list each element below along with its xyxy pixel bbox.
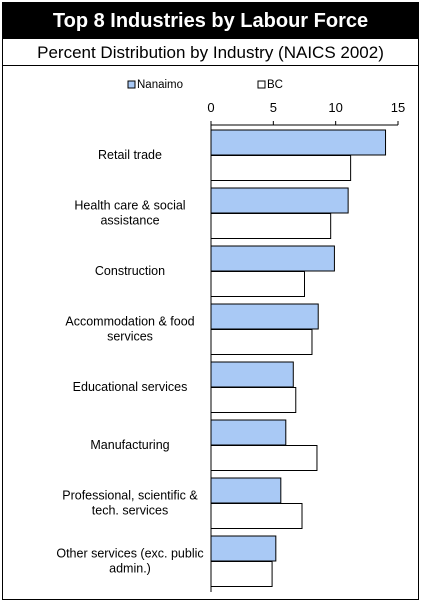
x-tick-label: 10	[328, 100, 342, 115]
legend-swatch-nanaimo	[127, 80, 136, 89]
category-label: Other services (exc. public	[56, 547, 203, 561]
x-tick-label: 0	[207, 100, 214, 115]
legend: Nanaimo BC	[127, 79, 283, 91]
bar-bc	[210, 329, 313, 355]
bar-nanaimo	[210, 303, 319, 330]
bar-nanaimo	[210, 419, 287, 446]
bars	[210, 129, 387, 587]
legend-swatch-bc	[257, 80, 266, 89]
bar-bc	[210, 213, 332, 239]
bar-bc	[210, 271, 305, 297]
x-tick-label: 5	[270, 100, 277, 115]
category-label: Manufacturing	[90, 438, 169, 452]
legend-label-bc: BC	[267, 79, 283, 91]
bar-nanaimo	[210, 129, 387, 156]
legend-label-nanaimo: Nanaimo	[137, 79, 183, 91]
category-label: Professional, scientific &	[62, 489, 198, 503]
category-label: Accommodation & food	[65, 315, 194, 329]
bar-nanaimo	[210, 187, 349, 214]
bar-nanaimo	[210, 361, 294, 388]
category-label: assistance	[100, 214, 159, 228]
chart-subtitle: Percent Distribution by Industry (NAICS …	[3, 40, 418, 66]
category-label: Construction	[95, 264, 165, 278]
bar-nanaimo	[210, 535, 277, 562]
bar-bc	[210, 503, 303, 529]
bar-nanaimo	[210, 245, 335, 272]
category-label: tech. services	[92, 504, 168, 518]
bar-bc	[210, 387, 297, 413]
bar-bc	[210, 561, 273, 587]
bar-bc	[210, 445, 318, 471]
category-label: Health care & social	[74, 199, 185, 213]
category-label: admin.)	[109, 562, 151, 576]
category-labels: Retail trade Health care & socialassistan…	[56, 148, 203, 576]
category-label: Retail trade	[98, 148, 162, 162]
bar-bc	[210, 155, 352, 181]
bar-nanaimo	[210, 477, 282, 504]
chart-title: Top 8 Industries by Labour Force	[3, 3, 418, 39]
x-tick-label: 15	[391, 100, 405, 115]
category-label: Educational services	[73, 380, 188, 394]
category-label: services	[107, 330, 153, 344]
